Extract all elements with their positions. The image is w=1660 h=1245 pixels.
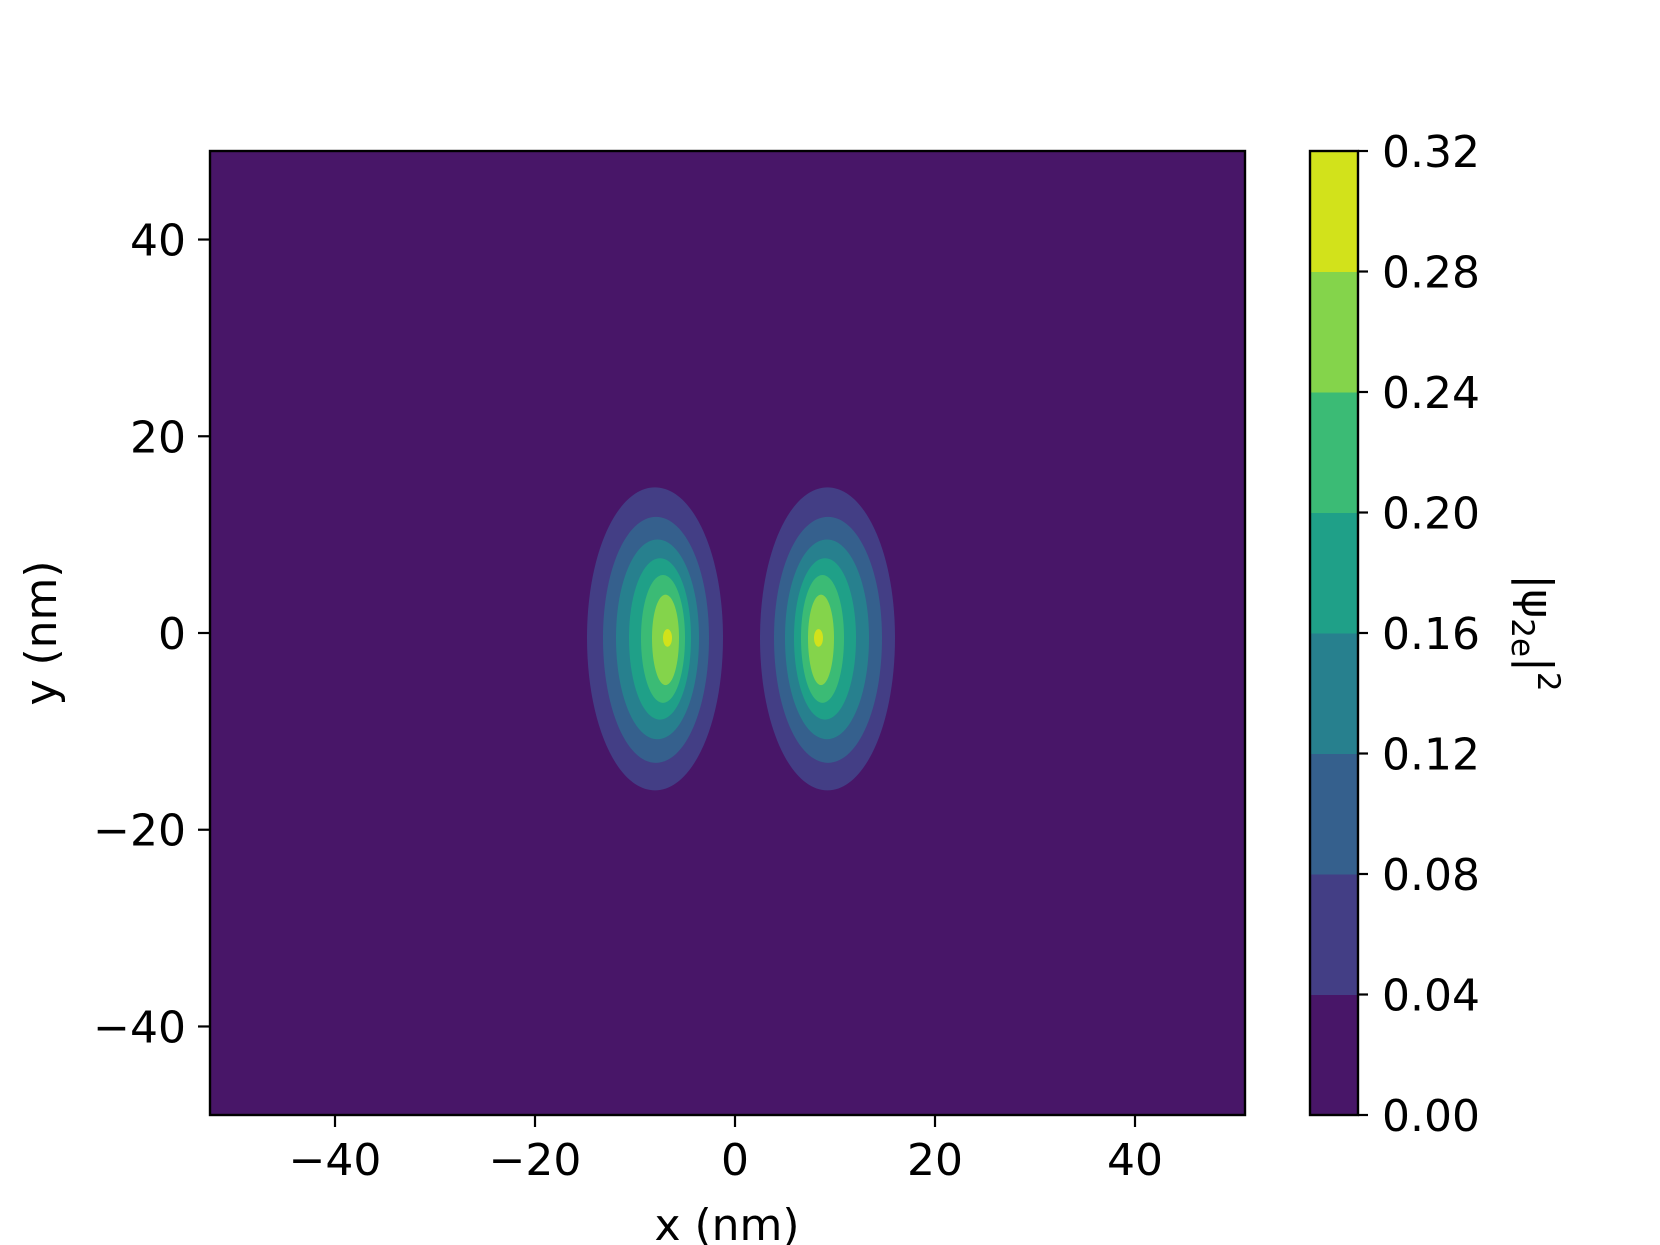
colorbar-label-tail: | <box>1511 657 1562 672</box>
colorbar: 0.000.040.080.120.160.200.240.280.32 |ψ2… <box>1308 127 1566 1142</box>
y-tick-label-4: 20 <box>130 412 186 463</box>
colorbar-label-base: |ψ <box>1511 574 1562 618</box>
x-tick-label-2: −20 <box>489 1135 582 1186</box>
contour-lobe-2-level-7 <box>814 629 823 647</box>
colorbar-ticks: 0.00 0.04 0.08 0.12 0.16 0.20 0.24 0.28 0.32 <box>1358 127 1480 1142</box>
plot-background <box>210 151 1245 1115</box>
colorbar-band-6 <box>1310 392 1358 513</box>
colorbar-tick-label-6: 0.20 <box>1382 489 1480 540</box>
colorbar-tick-label-8: 0.28 <box>1382 248 1480 299</box>
colorbar-tick-label-5: 0.16 <box>1382 609 1480 660</box>
y-tick-label-2: −20 <box>93 806 186 857</box>
colorbar-band-1 <box>1310 994 1358 1116</box>
y-tick-label-5: 40 <box>130 216 186 267</box>
colorbar-band-3 <box>1310 753 1358 875</box>
colorbar-label: |ψ2e|2 <box>1504 574 1566 691</box>
colorbar-label-subscript: 2e <box>1504 618 1540 657</box>
colorbar-tick-label-1: 0.00 <box>1382 1091 1480 1142</box>
x-tick-label-1: −40 <box>289 1135 382 1186</box>
colorbar-tick-label-3: 0.08 <box>1382 850 1480 901</box>
x-tick-label-4: 20 <box>907 1135 963 1186</box>
y-tick-label-1: −40 <box>93 1002 186 1053</box>
colorbar-tick-label-4: 0.12 <box>1382 730 1480 781</box>
colorbar-tick-label-9: 0.32 <box>1382 127 1480 178</box>
colorbar-label-superscript: 2 <box>1530 672 1566 692</box>
y-axis-ticks: −40 −20 0 20 40 <box>93 216 210 1053</box>
x-axis-label: x (nm) <box>654 1200 799 1245</box>
x-tick-label-3: 0 <box>721 1135 749 1186</box>
colorbar-tick-label-7: 0.24 <box>1382 368 1480 419</box>
colorbar-band-7 <box>1310 271 1358 393</box>
x-tick-label-5: 40 <box>1107 1135 1163 1186</box>
contour-lobe-1-level-7 <box>663 629 672 647</box>
colorbar-tick-label-2: 0.04 <box>1382 971 1480 1022</box>
colorbar-bands <box>1310 151 1358 1116</box>
contour-fills <box>587 487 895 791</box>
colorbar-band-5 <box>1310 512 1358 634</box>
plot-area: −40 −20 0 20 40 −40 −20 0 20 40 x (nm) y (nm) <box>16 149 1247 1245</box>
colorbar-band-4 <box>1310 633 1358 754</box>
x-axis-ticks: −40 −20 0 20 40 <box>289 1115 1163 1186</box>
colorbar-band-2 <box>1310 874 1358 995</box>
colorbar-band-8 <box>1310 151 1358 272</box>
y-tick-label-3: 0 <box>158 609 186 660</box>
y-axis-label: y (nm) <box>16 560 67 705</box>
